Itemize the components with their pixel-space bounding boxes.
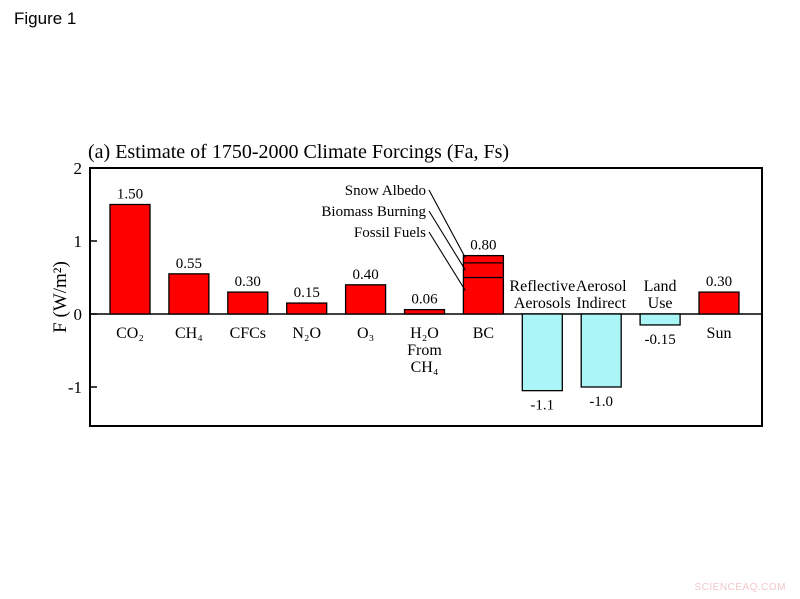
category-label: Indirect (576, 295, 626, 312)
plot-frame (89, 167, 763, 427)
bar-value-label: 0.15 (294, 285, 320, 301)
bar-value-label: 1.50 (117, 187, 143, 203)
y-axis-label: F (W/m²) (50, 261, 71, 333)
bar-group: 0.80 BC (462, 238, 505, 342)
bar-group: 0.15 N₂O (286, 285, 328, 342)
bc-callout-line (428, 189, 466, 259)
category-label: Land (644, 278, 677, 295)
y-tick-label: -1 (68, 378, 82, 397)
bc-component-annotations: Snow Albedo Biomass Burning Fossil Fuels (321, 183, 504, 291)
figure-label: Figure 1 (14, 9, 77, 28)
category-label: Use (648, 295, 673, 312)
bar-group: 1.50 CO₂ (109, 187, 151, 342)
bar-value-label: -1.0 (589, 394, 613, 410)
bar-group: 0.30 Sun (698, 274, 740, 342)
watermark: SCIENCEAQ.COM (694, 582, 786, 593)
bar (286, 302, 328, 315)
bar-value-label: -1.1 (530, 398, 554, 414)
bc-component-label: Snow Albedo (345, 183, 426, 199)
bar-value-label: 0.06 (411, 292, 438, 308)
bar (227, 291, 269, 315)
bar (521, 313, 563, 392)
category-label: H₂O (410, 325, 439, 342)
bar-value-label: 0.80 (470, 238, 496, 254)
bar-series: 1.50 CO₂ 0.55 CH₄ 0.30 CFCs 0.15 N₂O 0.40 O₃ 0.06 H… (109, 187, 740, 414)
category-label: From (407, 342, 442, 359)
bar-group: 0.40 O₃ (344, 267, 387, 342)
bar (109, 203, 151, 315)
bc-component-label: Fossil Fuels (354, 225, 426, 241)
bar-value-label: 0.30 (706, 274, 732, 290)
category-label: O₃ (357, 325, 374, 342)
y-tick-label: 0 (74, 305, 83, 324)
category-label: CH₄ (411, 359, 439, 376)
y-tick-label: 2 (74, 159, 83, 178)
category-label: Reflective (509, 278, 575, 295)
bar-value-label: 0.40 (352, 267, 378, 283)
bar (403, 308, 446, 315)
bar-value-label: 0.30 (235, 274, 261, 290)
bc-component-label: Biomass Burning (321, 204, 426, 220)
category-label: Aerosols (514, 295, 571, 312)
bar-group: 0.30 CFCs (227, 274, 269, 342)
bar (639, 313, 681, 326)
bar (344, 284, 387, 315)
bar-value-label: -0.15 (644, 332, 675, 348)
bc-callout-line (428, 210, 466, 271)
category-label: Aerosol (576, 278, 627, 295)
category-label: CO₂ (116, 325, 144, 342)
category-label: CH₄ (175, 325, 203, 342)
category-label: Sun (707, 325, 732, 342)
category-label: BC (473, 325, 494, 342)
y-tick-label: 1 (74, 232, 83, 251)
bar-value-label: 0.55 (176, 256, 202, 272)
bar (168, 273, 210, 315)
bar-group: 0.55 CH₄ (168, 256, 210, 342)
chart-title: (a) Estimate of 1750-2000 Climate Forcin… (88, 141, 509, 163)
y-axis-ticks: 2 1 0 -1 (68, 159, 97, 397)
bar (698, 291, 740, 315)
category-label: N₂O (292, 325, 321, 342)
bar (462, 254, 505, 315)
bar (580, 313, 622, 388)
category-label: CFCs (230, 325, 266, 342)
bc-callout-line (428, 231, 466, 291)
